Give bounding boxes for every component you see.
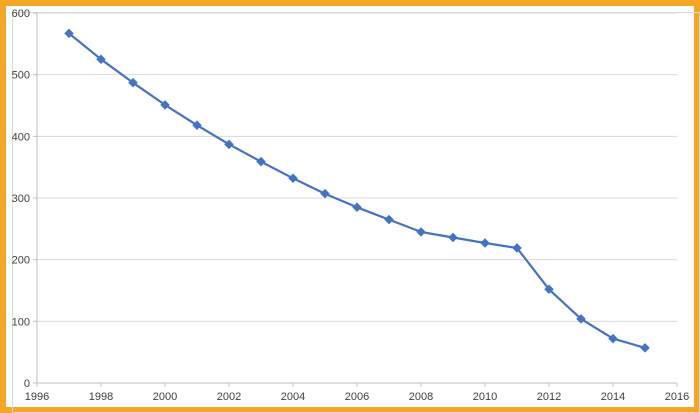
y-tick-label-4: 400 bbox=[12, 131, 30, 143]
data-point-2004 bbox=[288, 173, 298, 184]
data-point-2000 bbox=[160, 100, 170, 110]
x-tick-label-6: 2008 bbox=[409, 391, 433, 403]
y-tick-label-3: 300 bbox=[12, 193, 30, 205]
data-point-2003 bbox=[256, 156, 266, 167]
data-point-2002 bbox=[224, 139, 234, 150]
data-point-2015 bbox=[640, 342, 650, 353]
series-line-0 bbox=[68, 32, 646, 349]
x-tick-label-7: 2010 bbox=[473, 391, 497, 403]
data-point-2006 bbox=[352, 202, 362, 213]
y-tick-label-1: 100 bbox=[12, 316, 30, 328]
data-point-2005 bbox=[320, 188, 330, 199]
data-point-2012 bbox=[544, 284, 554, 295]
x-tick-label-5: 2006 bbox=[345, 391, 369, 403]
data-point-2009 bbox=[448, 232, 458, 243]
y-tick-label-6: 600 bbox=[12, 8, 30, 20]
x-tick-label-1: 1998 bbox=[89, 391, 113, 403]
data-point-2007 bbox=[384, 214, 394, 225]
x-tick-label-10: 2016 bbox=[665, 391, 689, 403]
y-tick-label-5: 500 bbox=[12, 70, 30, 82]
data-point-2014 bbox=[608, 333, 618, 344]
x-tick-label-2: 2000 bbox=[153, 391, 177, 403]
data-point-1997 bbox=[64, 28, 74, 39]
data-point-1999 bbox=[128, 77, 138, 88]
data-point-2001 bbox=[192, 120, 202, 131]
y-tick-label-2: 200 bbox=[12, 255, 30, 267]
data-point-2008 bbox=[416, 227, 426, 237]
x-tick-label-8: 2012 bbox=[537, 391, 561, 403]
data-point-2010 bbox=[480, 238, 490, 248]
data-point-2013 bbox=[576, 314, 586, 324]
x-tick-label-9: 2014 bbox=[601, 391, 625, 403]
data-point-1998 bbox=[96, 54, 106, 65]
y-tick-label-0: 0 bbox=[24, 378, 30, 390]
data-point-2011 bbox=[512, 243, 522, 253]
x-tick-label-4: 2004 bbox=[281, 391, 305, 403]
x-tick-label-0: 1996 bbox=[25, 391, 49, 403]
x-tick-label-3: 2002 bbox=[217, 391, 241, 403]
